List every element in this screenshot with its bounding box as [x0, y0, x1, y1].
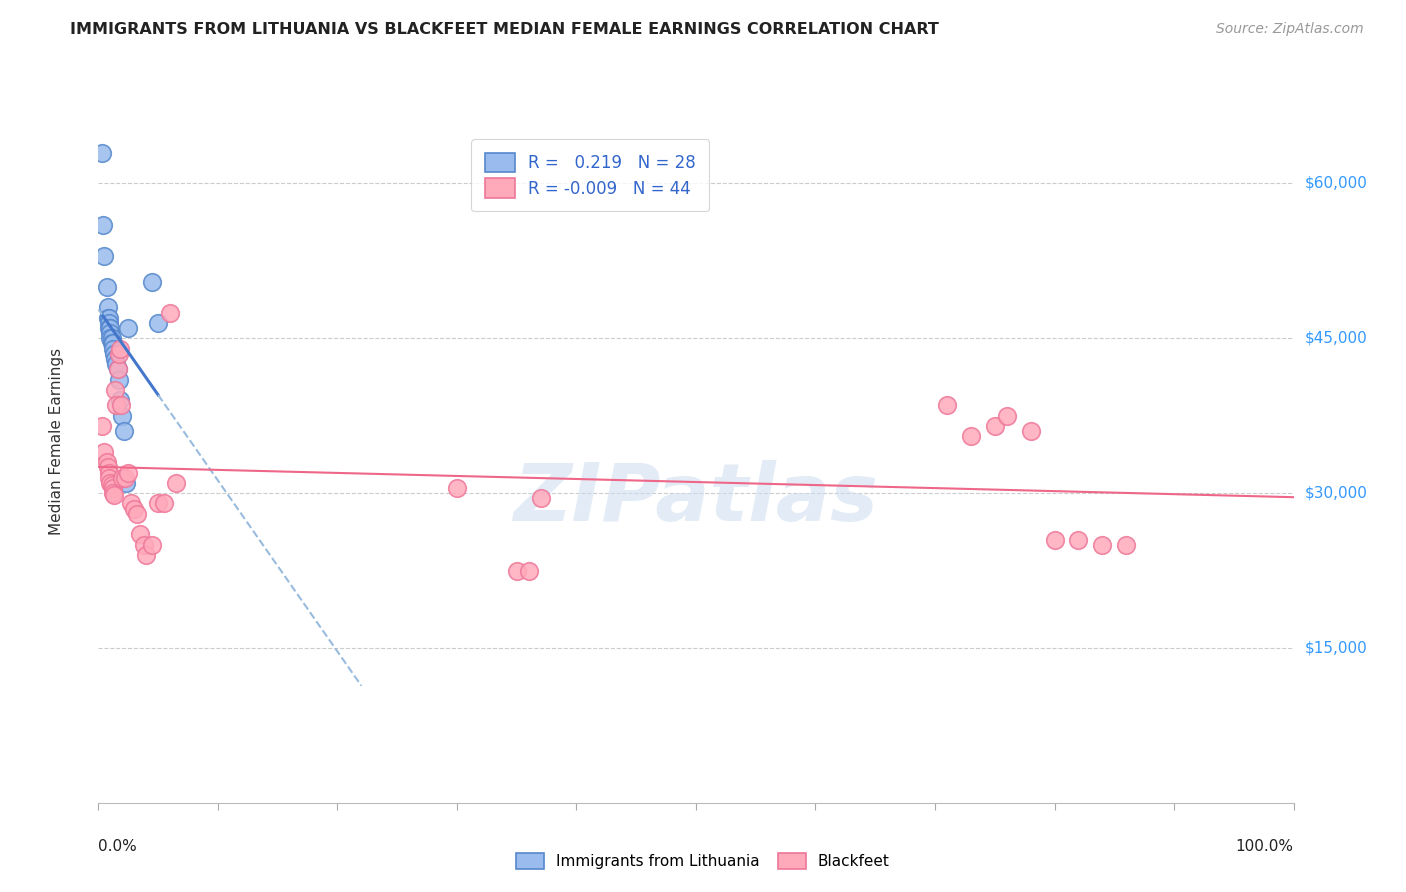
Point [107, 362, 129, 376]
Point [984, 419, 1007, 434]
Point [101, 342, 124, 356]
Point [148, 496, 170, 510]
Point [91, 218, 114, 232]
Point [446, 481, 468, 495]
Point [530, 491, 553, 506]
Point [112, 424, 135, 438]
Point [98, 321, 121, 335]
Point [98, 316, 121, 330]
Point [107, 362, 129, 376]
Point [98, 326, 122, 341]
Text: 100.0%: 100.0% [1236, 838, 1294, 854]
Legend: R =   0.219   N = 28, R = -0.009   N = 44: R = 0.219 N = 28, R = -0.009 N = 44 [471, 139, 709, 211]
Point [132, 538, 155, 552]
Text: Median Female Earnings: Median Female Earnings [49, 348, 65, 535]
Point [107, 373, 129, 387]
Point [104, 383, 127, 397]
Point [105, 398, 128, 412]
Point [114, 471, 136, 485]
Legend: Immigrants from Lithuania, Blackfeet: Immigrants from Lithuania, Blackfeet [510, 847, 896, 875]
Point [101, 486, 124, 500]
Point [98, 466, 121, 480]
Point [117, 321, 139, 335]
Point [124, 501, 146, 516]
Point [91, 419, 114, 434]
Point [96, 455, 118, 469]
Point [104, 351, 127, 366]
Point [148, 316, 170, 330]
Text: IMMIGRANTS FROM LITHUANIA VS BLACKFEET MEDIAN FEMALE EARNINGS CORRELATION CHART: IMMIGRANTS FROM LITHUANIA VS BLACKFEET M… [70, 22, 939, 37]
Point [936, 398, 959, 412]
Text: 0.0%: 0.0% [98, 838, 138, 854]
Point [141, 275, 163, 289]
Text: ZIPatlas: ZIPatlas [513, 460, 879, 539]
Point [1043, 533, 1066, 547]
Point [111, 409, 134, 423]
Point [129, 527, 152, 541]
Point [98, 310, 121, 325]
Point [97, 310, 120, 325]
Point [93, 249, 115, 263]
Point [108, 393, 131, 408]
Point [115, 475, 138, 490]
Point [105, 357, 128, 371]
Point [135, 548, 157, 562]
Point [103, 347, 125, 361]
Point [103, 488, 125, 502]
Text: $45,000: $45,000 [1305, 331, 1368, 346]
Text: $60,000: $60,000 [1305, 176, 1368, 191]
Point [98, 471, 121, 485]
Point [111, 471, 134, 485]
Point [93, 445, 115, 459]
Point [506, 564, 529, 578]
Point [97, 460, 120, 475]
Point [120, 496, 142, 510]
Point [1067, 533, 1090, 547]
Point [100, 336, 122, 351]
Point [153, 496, 176, 510]
Point [98, 321, 122, 335]
Point [91, 145, 114, 160]
Point [100, 478, 122, 492]
Point [107, 347, 129, 361]
Point [100, 331, 122, 345]
Point [1019, 424, 1042, 438]
Point [141, 538, 163, 552]
Point [960, 429, 983, 443]
Text: $30,000: $30,000 [1305, 485, 1368, 500]
Point [117, 466, 139, 480]
Point [995, 409, 1018, 423]
Point [101, 481, 124, 495]
Point [1091, 538, 1114, 552]
Point [159, 305, 181, 319]
Text: $15,000: $15,000 [1305, 640, 1368, 656]
Point [165, 475, 187, 490]
Point [108, 342, 131, 356]
Point [517, 564, 540, 578]
Point [110, 398, 132, 412]
Text: Source: ZipAtlas.com: Source: ZipAtlas.com [1216, 22, 1364, 37]
Point [97, 301, 120, 315]
Point [98, 331, 122, 345]
Point [101, 336, 124, 351]
Point [98, 475, 122, 490]
Point [1115, 538, 1137, 552]
Point [125, 507, 148, 521]
Point [96, 279, 118, 293]
